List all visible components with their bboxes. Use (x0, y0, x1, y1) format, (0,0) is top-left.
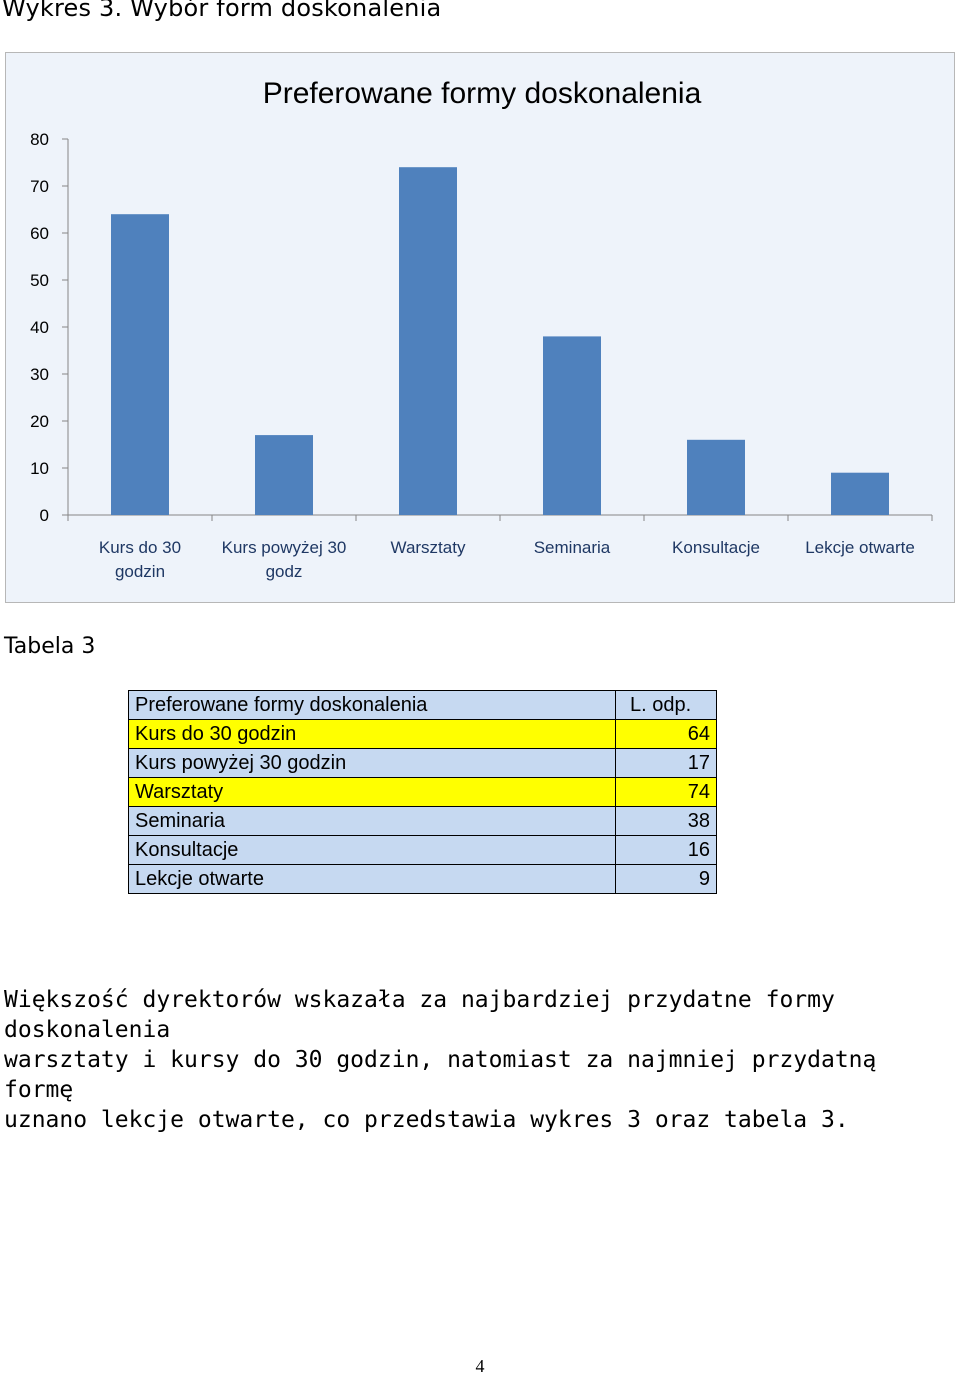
bar (399, 167, 457, 515)
row-value-cell: 38 (615, 806, 717, 836)
chart-frame: Preferowane formy doskonalenia 0 10 20 30 40… (5, 52, 955, 603)
y-tick-label: 10 (30, 459, 49, 478)
data-table: Preferowane formy doskonalenia L. odp. K… (128, 690, 717, 894)
row-label-cell: Konsultacje (128, 835, 616, 865)
row-value-cell: 16 (615, 835, 717, 865)
table-row: Kurs powyżej 30 godzin 17 (128, 748, 717, 778)
bar (111, 214, 169, 515)
table-header-row: Preferowane formy doskonalenia L. odp. (128, 690, 717, 720)
bar (831, 472, 889, 515)
bar-chart: Preferowane formy doskonalenia 0 10 20 30 40… (30, 77, 933, 581)
row-label-cell: Seminaria (128, 806, 616, 836)
row-value-cell: 9 (615, 864, 717, 894)
x-category-label: Seminaria (534, 538, 611, 557)
bar (687, 439, 745, 515)
header-value-cell: L. odp. (615, 690, 717, 720)
y-tick-label: 40 (30, 318, 49, 337)
row-value-cell: 17 (615, 748, 717, 778)
row-label-cell: Lekcje otwarte (128, 864, 616, 894)
x-category-label: Konsultacje (672, 538, 760, 557)
table-title: Tabela 3 (4, 634, 96, 659)
table-row: Warsztaty 74 (128, 777, 717, 807)
x-category-label: Lekcje otwarte (805, 538, 915, 557)
y-tick-label: 80 (30, 130, 49, 149)
x-category-label: Warsztaty (391, 538, 466, 557)
y-tick-label: 30 (30, 365, 49, 384)
bar (255, 435, 313, 515)
plot-area: 0 10 20 30 40 50 60 70 80 Kurs do 30 godzin Kurs po… (30, 130, 933, 581)
y-tick-label: 0 (40, 506, 49, 525)
figure-caption: Wykres 3. Wybór form doskonalenia (2, 0, 442, 22)
x-category-label: Kurs powyżej 30 (222, 538, 347, 557)
row-value-cell: 74 (615, 777, 717, 807)
y-tick-label: 50 (30, 271, 49, 290)
x-category-label: godzin (115, 562, 165, 581)
page-number: 4 (475, 1356, 485, 1376)
y-tick-label: 60 (30, 224, 49, 243)
row-label-cell: Kurs powyżej 30 godzin (128, 748, 616, 778)
table-row: Konsultacje 16 (128, 835, 717, 865)
body-paragraph: Większość dyrektorów wskazała za najbard… (4, 987, 877, 1133)
bar (543, 336, 601, 515)
y-tick-label: 20 (30, 412, 49, 431)
header-label-cell: Preferowane formy doskonalenia (128, 690, 616, 720)
row-label-cell: Kurs do 30 godzin (128, 719, 616, 749)
y-tick-label: 70 (30, 177, 49, 196)
row-value-cell: 64 (615, 719, 717, 749)
x-category-label: godz (266, 562, 303, 581)
x-category-label: Kurs do 30 (99, 538, 181, 557)
table-row: Seminaria 38 (128, 806, 717, 836)
row-label-cell: Warsztaty (128, 777, 616, 807)
table-row: Kurs do 30 godzin 64 (128, 719, 717, 749)
chart-title: Preferowane formy doskonalenia (263, 77, 702, 110)
table-row: Lekcje otwarte 9 (128, 864, 717, 894)
